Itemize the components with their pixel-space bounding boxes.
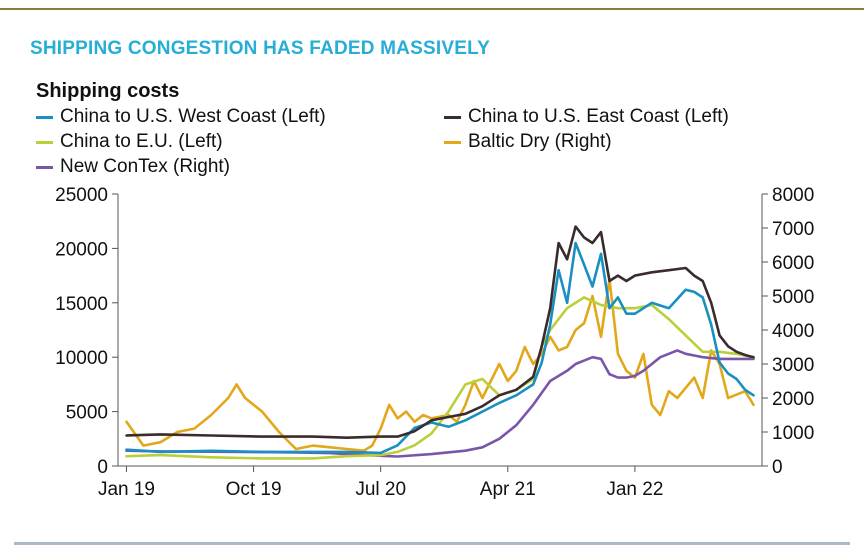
- y-left-tick-label: 5000: [66, 403, 108, 424]
- legend-item-baltic: Baltic Dry (Right): [444, 131, 612, 153]
- y-left-tick-label: 20000: [55, 239, 108, 260]
- legend-swatch-east-coast: [444, 115, 461, 119]
- top-rule: [0, 8, 864, 10]
- y-right-tick-label: 2000: [772, 389, 814, 410]
- x-tick-label: Jan 22: [606, 479, 663, 500]
- y-left-tick-label: 15000: [55, 294, 108, 315]
- legend-label-east-coast: China to U.S. East Coast (Left): [468, 106, 729, 127]
- y-left-tick-label: 0: [97, 457, 108, 478]
- series-line-east-coast: [125, 225, 755, 440]
- series-line-west-coast: [125, 241, 755, 455]
- y-right-tick-label: 8000: [772, 185, 814, 206]
- y-right-tick-label: 4000: [772, 321, 814, 342]
- y-right-tick-label: 7000: [772, 219, 814, 240]
- x-tick-label: Oct 19: [226, 479, 282, 500]
- series-line-contex: [125, 349, 755, 458]
- legend-item-eu: China to E.U. (Left): [36, 131, 223, 153]
- y-right-tick-label: 3000: [772, 355, 814, 376]
- y-right-tick-label: 5000: [772, 287, 814, 308]
- legend-label-baltic: Baltic Dry (Right): [468, 131, 612, 152]
- legend-label-contex: New ConTex (Right): [60, 156, 230, 177]
- x-tick-label: Apr 21: [480, 479, 536, 500]
- legend-swatch-west-coast: [36, 115, 53, 119]
- x-tick-label: Jul 20: [355, 479, 406, 500]
- legend-label-eu: China to E.U. (Left): [60, 131, 223, 152]
- y-right-tick-label: 6000: [772, 253, 814, 274]
- y-right-tick-label: 0: [772, 457, 783, 478]
- bottom-rule: [14, 542, 850, 545]
- y-right-tick-label: 1000: [772, 423, 814, 444]
- series-line-baltic: [125, 277, 755, 453]
- x-tick-label: Jan 19: [98, 479, 155, 500]
- chart-title: Shipping costs: [36, 80, 180, 102]
- legend-swatch-contex: [36, 165, 53, 169]
- legend-label-west-coast: China to U.S. West Coast (Left): [60, 106, 326, 127]
- series-line-eu: [125, 296, 755, 460]
- legend-item-west-coast: China to U.S. West Coast (Left): [36, 106, 326, 128]
- legend-item-east-coast: China to U.S. East Coast (Left): [444, 106, 729, 128]
- legend-swatch-baltic: [444, 140, 461, 144]
- headline: SHIPPING CONGESTION HAS FADED MASSIVELY: [30, 38, 491, 59]
- legend-item-contex: New ConTex (Right): [36, 156, 230, 178]
- y-left-tick-label: 25000: [55, 185, 108, 206]
- legend-swatch-eu: [36, 140, 53, 144]
- y-left-tick-label: 10000: [55, 348, 108, 369]
